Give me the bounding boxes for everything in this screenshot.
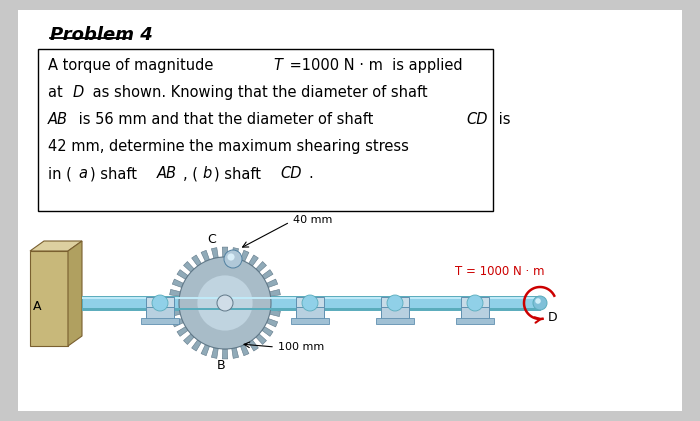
Polygon shape bbox=[262, 269, 273, 280]
Polygon shape bbox=[177, 327, 188, 336]
FancyBboxPatch shape bbox=[296, 299, 324, 319]
FancyBboxPatch shape bbox=[18, 10, 682, 411]
FancyBboxPatch shape bbox=[456, 318, 494, 324]
FancyBboxPatch shape bbox=[461, 299, 489, 319]
Polygon shape bbox=[241, 344, 249, 356]
Text: Problem 4: Problem 4 bbox=[50, 26, 153, 44]
FancyBboxPatch shape bbox=[38, 49, 493, 211]
Polygon shape bbox=[30, 251, 68, 346]
Polygon shape bbox=[68, 241, 82, 346]
Text: b: b bbox=[202, 166, 211, 181]
Text: C: C bbox=[207, 233, 216, 246]
Polygon shape bbox=[267, 279, 278, 288]
Text: D: D bbox=[73, 85, 84, 100]
Circle shape bbox=[467, 295, 483, 311]
FancyBboxPatch shape bbox=[82, 296, 540, 310]
Text: , (: , ( bbox=[183, 166, 198, 181]
Polygon shape bbox=[267, 319, 278, 327]
Polygon shape bbox=[211, 248, 218, 258]
FancyBboxPatch shape bbox=[291, 318, 329, 324]
Text: A torque of magnitude: A torque of magnitude bbox=[48, 58, 223, 73]
FancyBboxPatch shape bbox=[296, 297, 324, 307]
Text: as shown. Knowing that the diameter of shaft: as shown. Knowing that the diameter of s… bbox=[88, 85, 427, 100]
Polygon shape bbox=[256, 261, 267, 272]
Text: A: A bbox=[33, 301, 41, 314]
Polygon shape bbox=[248, 340, 258, 351]
FancyBboxPatch shape bbox=[146, 297, 174, 307]
Text: B: B bbox=[217, 359, 225, 372]
FancyBboxPatch shape bbox=[381, 297, 409, 307]
Polygon shape bbox=[169, 300, 179, 306]
Polygon shape bbox=[177, 269, 188, 280]
Polygon shape bbox=[169, 310, 181, 317]
Polygon shape bbox=[183, 261, 194, 272]
FancyBboxPatch shape bbox=[82, 296, 540, 299]
FancyBboxPatch shape bbox=[146, 299, 174, 319]
Circle shape bbox=[533, 296, 547, 310]
Text: a: a bbox=[79, 166, 88, 181]
Text: ) shaft: ) shaft bbox=[214, 166, 266, 181]
Polygon shape bbox=[232, 348, 239, 358]
Text: CD: CD bbox=[281, 166, 302, 181]
Text: is 56 mm and that the diameter of shaft: is 56 mm and that the diameter of shaft bbox=[74, 112, 378, 127]
FancyBboxPatch shape bbox=[461, 297, 489, 307]
Text: 42 mm, determine the maximum shearing stress: 42 mm, determine the maximum shearing st… bbox=[48, 139, 409, 154]
Polygon shape bbox=[232, 248, 239, 258]
Polygon shape bbox=[211, 348, 218, 358]
Text: is: is bbox=[494, 112, 510, 127]
Polygon shape bbox=[241, 250, 249, 261]
Text: =1000 N · m  is applied: =1000 N · m is applied bbox=[285, 58, 463, 73]
Polygon shape bbox=[201, 344, 209, 356]
FancyBboxPatch shape bbox=[141, 318, 179, 324]
Text: ) shaft: ) shaft bbox=[90, 166, 142, 181]
Circle shape bbox=[387, 295, 403, 311]
Text: T: T bbox=[273, 58, 282, 73]
Polygon shape bbox=[248, 255, 258, 266]
Text: 100 mm: 100 mm bbox=[278, 342, 324, 352]
Circle shape bbox=[228, 253, 234, 261]
Polygon shape bbox=[270, 289, 281, 296]
Text: CD: CD bbox=[466, 112, 488, 127]
Polygon shape bbox=[183, 334, 194, 344]
Text: AB: AB bbox=[48, 112, 68, 127]
Text: 40 mm: 40 mm bbox=[293, 215, 332, 225]
Polygon shape bbox=[169, 289, 181, 296]
Text: .: . bbox=[309, 166, 313, 181]
Polygon shape bbox=[192, 340, 202, 351]
FancyBboxPatch shape bbox=[82, 308, 540, 310]
Text: T = 1000 N · m: T = 1000 N · m bbox=[455, 265, 545, 278]
Circle shape bbox=[179, 257, 271, 349]
Circle shape bbox=[152, 295, 168, 311]
Polygon shape bbox=[172, 279, 183, 288]
Text: in (: in ( bbox=[48, 166, 72, 181]
Polygon shape bbox=[172, 319, 183, 327]
Text: D: D bbox=[548, 311, 558, 324]
Polygon shape bbox=[223, 247, 228, 257]
Circle shape bbox=[217, 295, 233, 311]
Text: at: at bbox=[48, 85, 67, 100]
FancyBboxPatch shape bbox=[381, 299, 409, 319]
Polygon shape bbox=[256, 334, 267, 344]
Polygon shape bbox=[201, 250, 209, 261]
Circle shape bbox=[536, 298, 541, 304]
Text: AB: AB bbox=[157, 166, 177, 181]
Polygon shape bbox=[270, 310, 281, 317]
Polygon shape bbox=[271, 300, 281, 306]
Circle shape bbox=[302, 295, 318, 311]
Polygon shape bbox=[262, 327, 273, 336]
Circle shape bbox=[224, 250, 242, 268]
Polygon shape bbox=[30, 241, 82, 251]
Polygon shape bbox=[223, 349, 228, 359]
Polygon shape bbox=[192, 255, 202, 266]
Circle shape bbox=[197, 275, 253, 330]
FancyBboxPatch shape bbox=[376, 318, 414, 324]
